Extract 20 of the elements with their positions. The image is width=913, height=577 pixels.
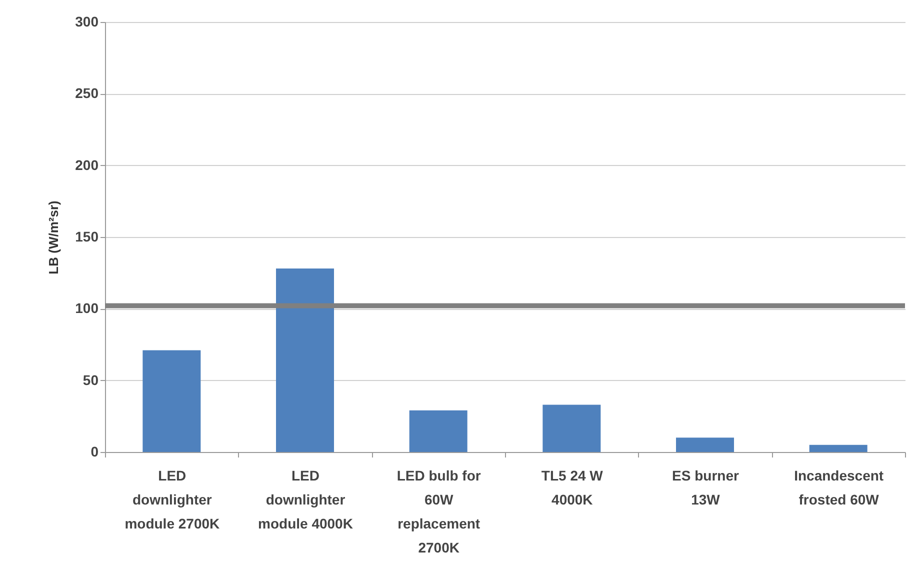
x-tick-label: TL5 24 W 4000K bbox=[541, 468, 604, 508]
x-tick-label: LED downlighter module 2700K bbox=[124, 468, 220, 532]
y-tick-label: 250 bbox=[75, 85, 99, 102]
y-axis-title: LB (W/m²sr) bbox=[46, 200, 62, 274]
bar bbox=[542, 404, 601, 452]
x-tick-label: Incandescent frosted 60W bbox=[794, 468, 884, 508]
bar bbox=[276, 268, 334, 452]
x-tick-label: LED downlighter module 4000K bbox=[258, 468, 353, 532]
bar bbox=[409, 410, 468, 452]
bar bbox=[142, 350, 201, 452]
y-tick-label: 50 bbox=[82, 372, 99, 388]
bar bbox=[809, 444, 868, 452]
bar bbox=[676, 438, 734, 452]
y-tick-label: 300 bbox=[75, 14, 99, 30]
y-tick-label: 150 bbox=[75, 228, 99, 244]
y-tick-label: 100 bbox=[75, 300, 99, 316]
x-tick-label: ES burner 13W bbox=[672, 468, 740, 508]
x-tick-label: LED bulb for 60W replacement 2700K bbox=[396, 468, 482, 556]
y-tick-label: 0 bbox=[90, 444, 99, 460]
y-tick-label: 200 bbox=[75, 156, 99, 173]
